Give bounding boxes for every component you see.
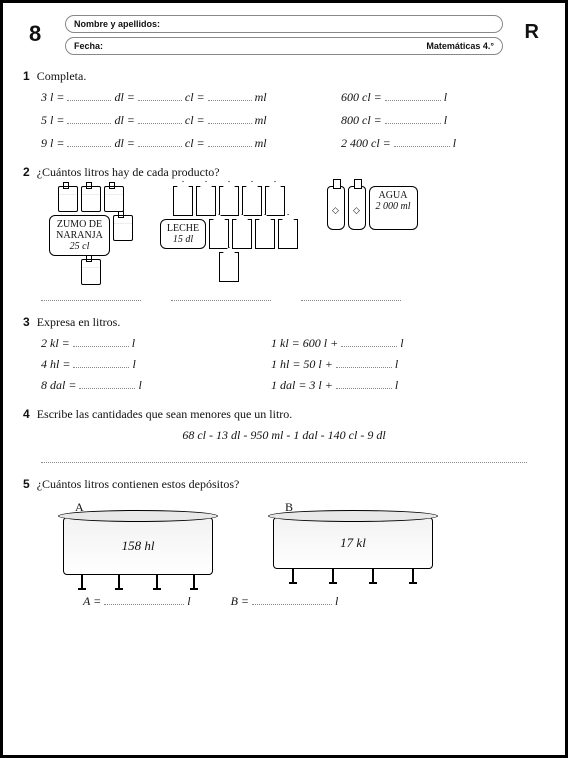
milk-group: LECHE 15 dl bbox=[149, 186, 309, 282]
blank[interactable] bbox=[208, 114, 252, 124]
q2-answer-1[interactable] bbox=[41, 291, 141, 301]
milk-icon bbox=[173, 186, 193, 216]
page-number: 8 bbox=[29, 21, 41, 47]
date-label: Fecha: bbox=[74, 41, 103, 51]
q4-number: 4 bbox=[23, 407, 30, 421]
blank[interactable] bbox=[79, 379, 135, 389]
blank[interactable] bbox=[385, 114, 441, 124]
name-label: Nombre y apellidos: bbox=[74, 19, 160, 29]
q4-answer-line[interactable] bbox=[41, 453, 527, 463]
blank[interactable] bbox=[73, 337, 129, 347]
q2-prompt: ¿Cuántos litros hay de cada producto? bbox=[37, 165, 220, 179]
blank[interactable] bbox=[67, 91, 111, 101]
juice-icon bbox=[81, 186, 101, 212]
q1-l0c: cl = bbox=[185, 90, 205, 104]
page-letter: R bbox=[525, 21, 539, 44]
blank[interactable] bbox=[341, 337, 397, 347]
q1-l0a: 3 l = bbox=[41, 90, 64, 104]
q3-prompt: Expresa en litros. bbox=[37, 315, 121, 329]
q1-l2d: ml bbox=[255, 136, 267, 150]
q2-number: 2 bbox=[23, 165, 30, 179]
worksheet-header: 8 R Nombre y apellidos: Fecha: Matemátic… bbox=[23, 15, 545, 59]
question-5: 5 ¿Cuántos litros contienen estos depósi… bbox=[23, 477, 545, 609]
q1-r1a: 800 cl = bbox=[341, 113, 382, 127]
milk-icon bbox=[278, 219, 298, 249]
tank-b: B 17 kl bbox=[273, 500, 433, 588]
milk-icon bbox=[196, 186, 216, 216]
q1-l2c: cl = bbox=[185, 136, 205, 150]
q1-r2a: 2 400 cl = bbox=[341, 136, 391, 150]
date-field[interactable]: Fecha: Matemáticas 4.° bbox=[65, 37, 503, 55]
q1-l0d: ml bbox=[255, 90, 267, 104]
bottle-icon bbox=[348, 186, 366, 230]
question-3: 3 Expresa en litros. 2 kl = l 1 kl = 600… bbox=[23, 315, 545, 393]
juice-label: ZUMO DE NARANJA 25 cl bbox=[49, 215, 110, 256]
juice-icon bbox=[81, 259, 101, 285]
juice-group: ZUMO DE NARANJA 25 cl bbox=[41, 186, 141, 285]
q1-number: 1 bbox=[23, 69, 30, 83]
milk-icon bbox=[255, 219, 275, 249]
blank[interactable] bbox=[67, 137, 111, 147]
blank[interactable] bbox=[208, 91, 252, 101]
q5-blank-a[interactable] bbox=[104, 595, 184, 605]
tank-a: A 158 hl bbox=[63, 500, 213, 588]
milk-icon bbox=[242, 186, 262, 216]
q2-answer-2[interactable] bbox=[171, 291, 271, 301]
blank[interactable] bbox=[336, 379, 392, 389]
q5-blank-b[interactable] bbox=[252, 595, 332, 605]
blank[interactable] bbox=[394, 137, 450, 147]
water-label: AGUA 2 000 ml bbox=[369, 186, 418, 230]
blank[interactable] bbox=[73, 358, 129, 368]
q4-values: 68 cl - 13 dl - 950 ml - 1 dal - 140 cl … bbox=[23, 428, 545, 443]
q1-r2b: l bbox=[453, 136, 456, 150]
q5-number: 5 bbox=[23, 477, 30, 491]
q2-answer-3[interactable] bbox=[301, 291, 401, 301]
blank[interactable] bbox=[138, 91, 182, 101]
q5-prompt: ¿Cuántos litros contienen estos depósito… bbox=[37, 477, 240, 491]
q1-l1c: cl = bbox=[185, 113, 205, 127]
q1-r0a: 600 cl = bbox=[341, 90, 382, 104]
blank[interactable] bbox=[336, 358, 392, 368]
question-1: 1 Completa. 3 l = dl = cl = ml 600 cl = … bbox=[23, 69, 545, 151]
name-field[interactable]: Nombre y apellidos: bbox=[65, 15, 503, 33]
milk-icon bbox=[265, 186, 285, 216]
blank[interactable] bbox=[138, 114, 182, 124]
q1-r1b: l bbox=[444, 113, 447, 127]
q1-l1a: 5 l = bbox=[41, 113, 64, 127]
milk-label: LECHE 15 dl bbox=[160, 219, 206, 249]
milk-icon bbox=[219, 252, 239, 282]
juice-icon bbox=[104, 186, 124, 212]
q3-number: 3 bbox=[23, 315, 30, 329]
question-4: 4 Escribe las cantidades que sean menore… bbox=[23, 407, 545, 463]
water-group: AGUA 2 000 ml bbox=[317, 186, 427, 230]
milk-icon bbox=[232, 219, 252, 249]
q1-l1d: ml bbox=[255, 113, 267, 127]
milk-icon bbox=[209, 219, 229, 249]
subject-label: Matemáticas 4.° bbox=[426, 41, 494, 51]
bottle-icon bbox=[327, 186, 345, 230]
juice-icon bbox=[113, 215, 133, 241]
q1-l2b: dl = bbox=[114, 136, 134, 150]
q1-r0b: l bbox=[444, 90, 447, 104]
juice-icon bbox=[58, 186, 78, 212]
blank[interactable] bbox=[67, 114, 111, 124]
question-2: 2 ¿Cuántos litros hay de cada producto? … bbox=[23, 165, 545, 301]
q1-prompt: Completa. bbox=[37, 69, 87, 83]
q1-l2a: 9 l = bbox=[41, 136, 64, 150]
blank[interactable] bbox=[385, 91, 441, 101]
q1-l1b: dl = bbox=[114, 113, 134, 127]
blank[interactable] bbox=[208, 137, 252, 147]
blank[interactable] bbox=[138, 137, 182, 147]
milk-icon bbox=[219, 186, 239, 216]
q4-prompt: Escribe las cantidades que sean menores … bbox=[37, 407, 293, 421]
q1-l0b: dl = bbox=[114, 90, 134, 104]
